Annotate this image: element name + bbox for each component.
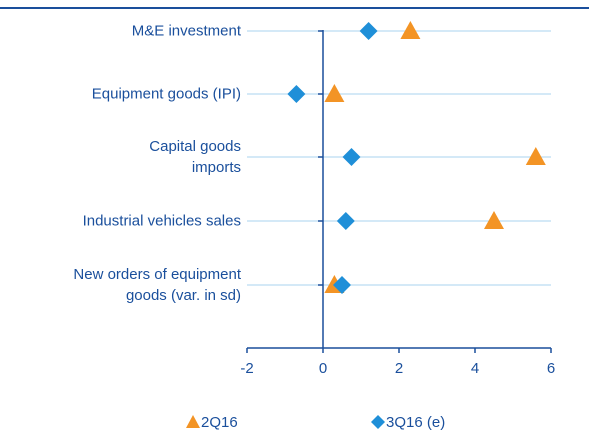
marker-diamond <box>287 85 306 103</box>
category-label: Industrial vehicles sales <box>82 212 241 230</box>
x-tick-label: 2 <box>395 360 403 377</box>
marker-diamond <box>333 276 351 294</box>
legend-label: 2Q16 <box>201 414 238 431</box>
legend-marker <box>371 415 385 429</box>
category-label: M&E investment <box>131 22 241 40</box>
legend-marker <box>186 415 200 428</box>
marker-diamond <box>336 212 355 230</box>
marker-diamond <box>342 148 361 166</box>
marker-triangle <box>484 211 504 229</box>
category-label: Capital goods imports <box>149 138 241 176</box>
marker-triangle <box>400 21 421 39</box>
marker-triangle <box>525 147 546 165</box>
marker-triangle <box>324 84 345 102</box>
x-tick-label: 0 <box>319 360 327 377</box>
x-tick-label: -2 <box>240 360 253 377</box>
category-label: Equipment goods (IPI) <box>91 85 241 103</box>
marker-diamond <box>359 22 378 40</box>
legend-label: 3Q16 (e) <box>386 414 445 431</box>
x-tick-label: 4 <box>471 360 479 377</box>
category-label: New orders of equipment goods (var. in s… <box>73 266 241 304</box>
x-tick-label: 6 <box>547 360 555 377</box>
